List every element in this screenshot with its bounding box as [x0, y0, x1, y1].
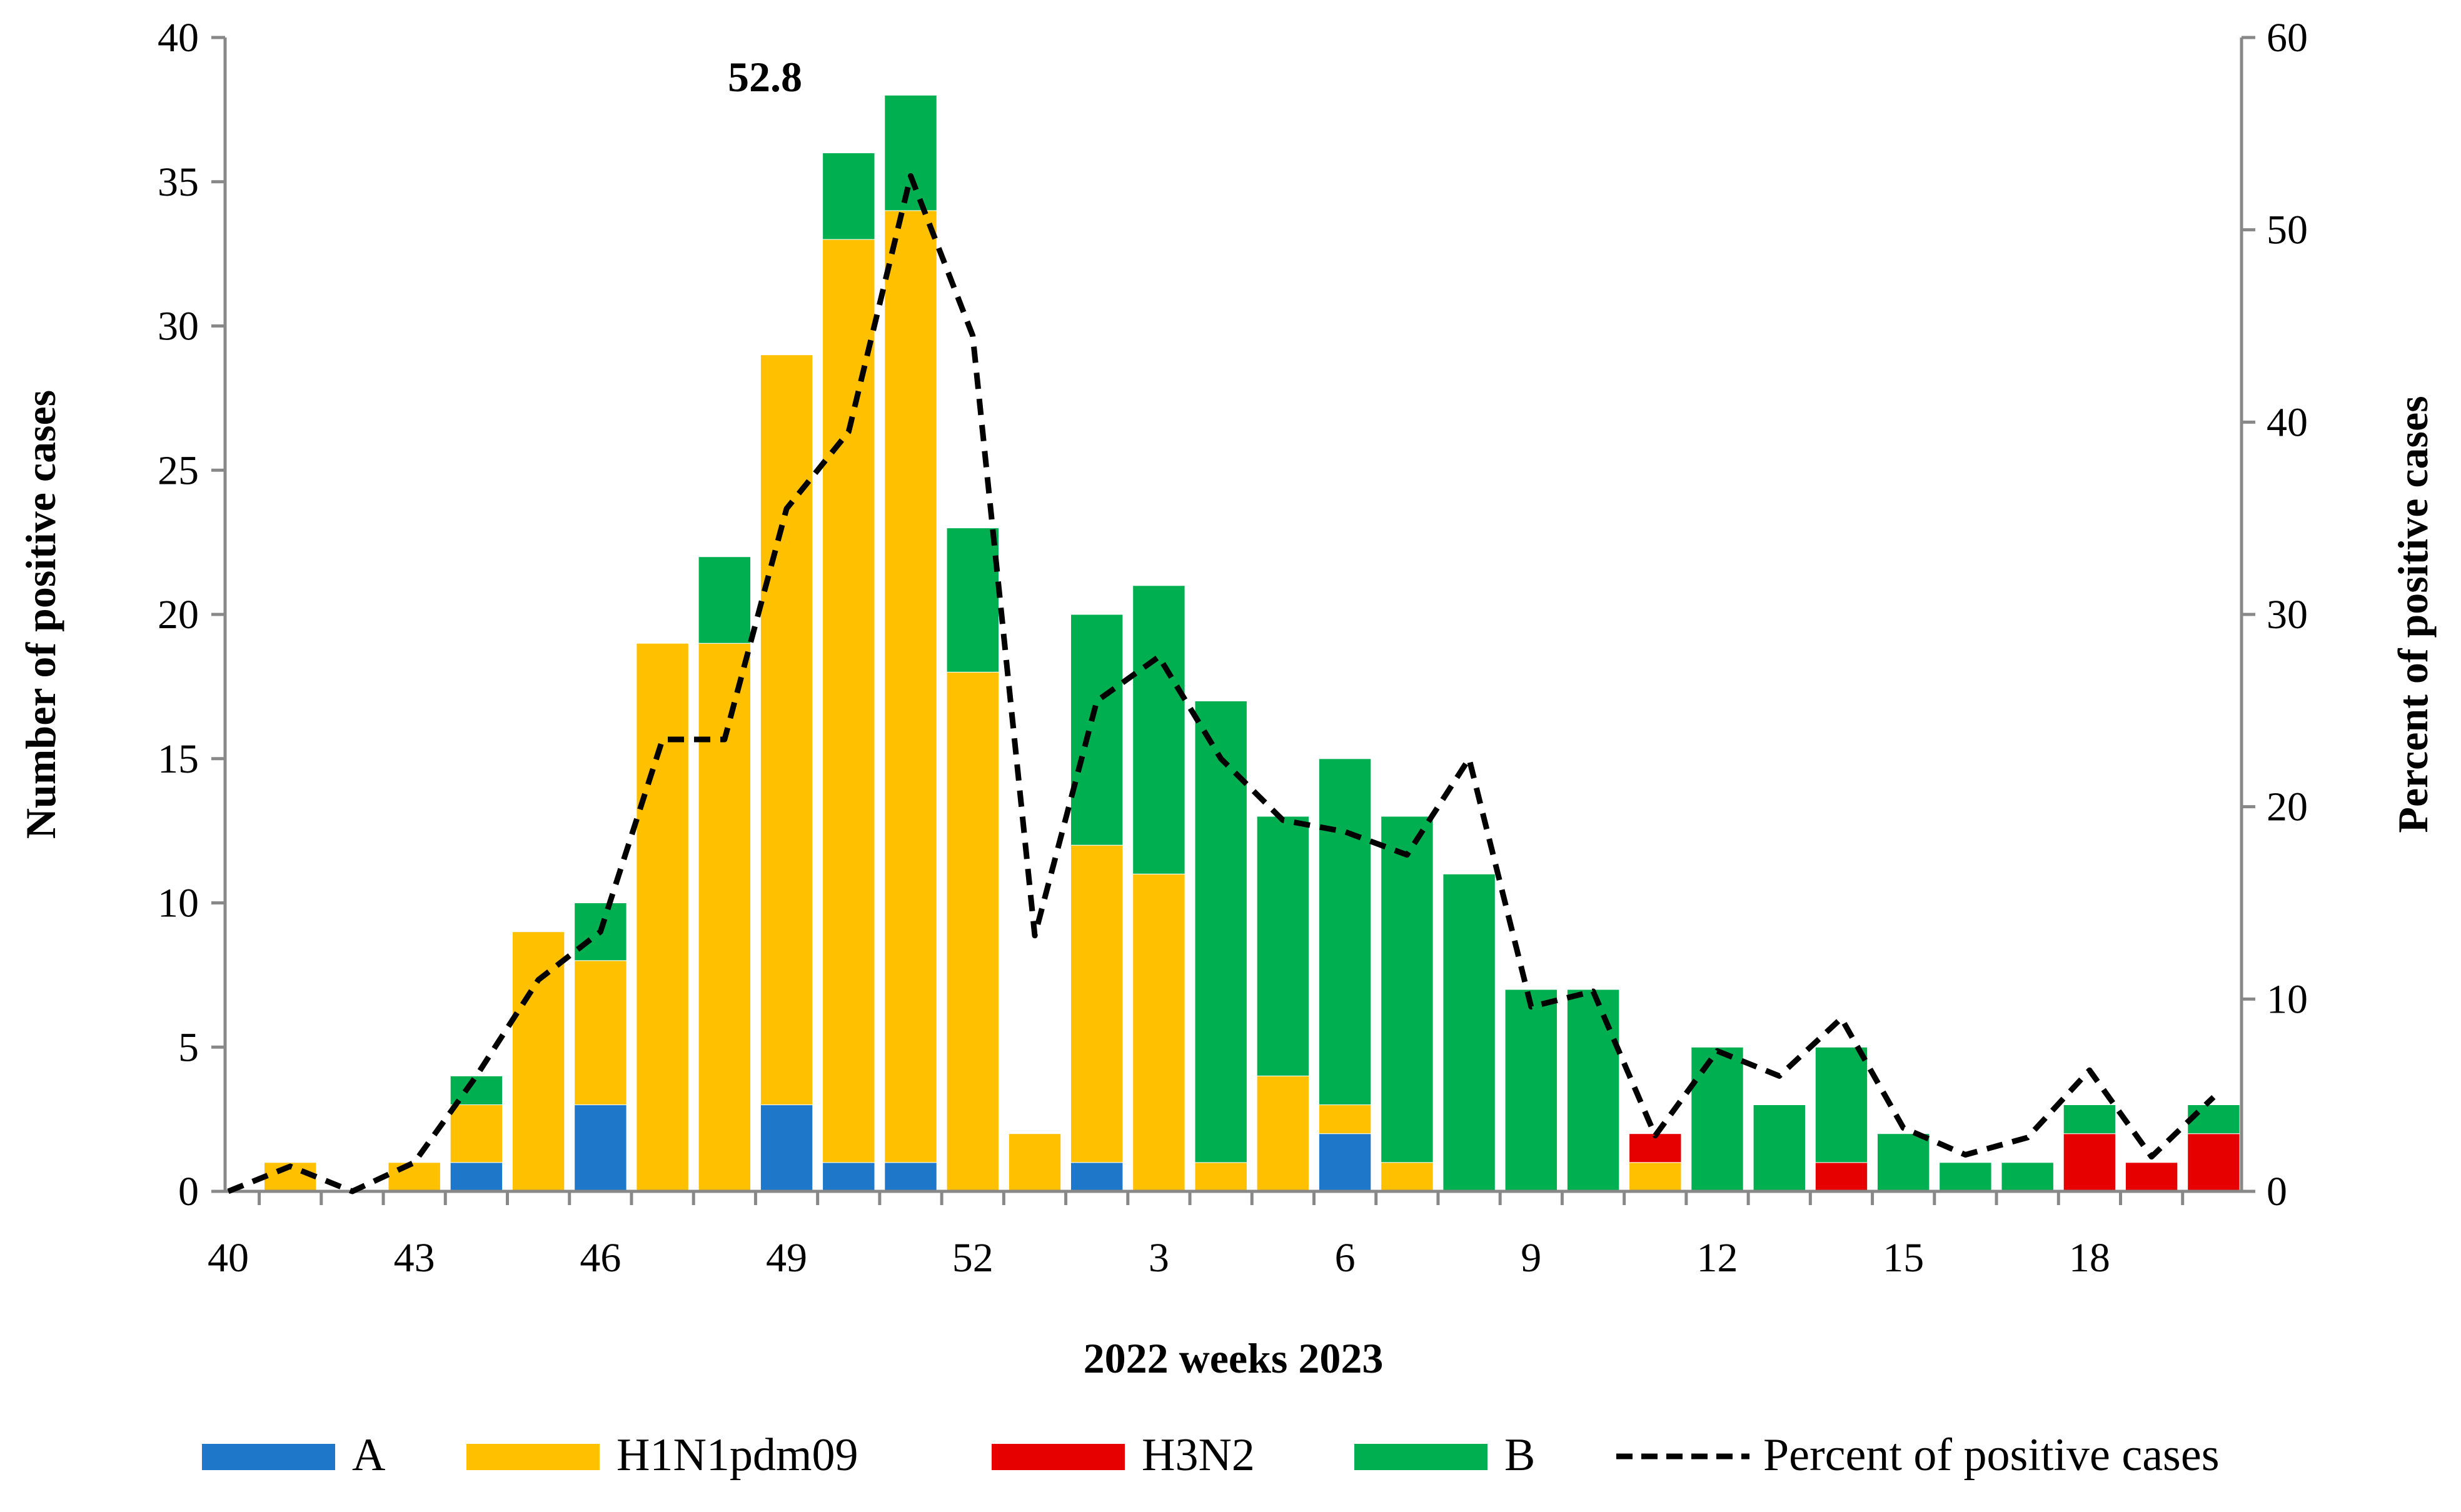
bar-b-week-14 — [1814, 1046, 1868, 1163]
y-tick-label-25: 25 — [158, 448, 199, 493]
bar-h3n2-week-19 — [2125, 1162, 2178, 1192]
bar-h1n1pdm09-week-52 — [946, 671, 999, 1192]
y2-tick-label-60: 60 — [2267, 15, 2308, 61]
y2-tick-label-50: 50 — [2267, 208, 2308, 253]
bar-h1n1pdm09-week-11 — [1629, 1162, 1682, 1192]
bar-b-week-10 — [1566, 989, 1620, 1192]
legend-label-h3n2: H3N2 — [1142, 1429, 1255, 1481]
y2-tick-label-30: 30 — [2267, 592, 2308, 638]
bar-b-week-50 — [822, 153, 875, 240]
legend-swatch-h1n1pdm09 — [466, 1444, 600, 1470]
y2-axis-title: Percent of positive cases — [2389, 396, 2437, 833]
x-tick-label-3: 3 — [1149, 1235, 1169, 1281]
bars-layer — [264, 94, 2240, 1192]
y-axis-title: Number of positive cases — [17, 390, 64, 839]
bar-b-week-5 — [1256, 816, 1310, 1076]
bar-b-week-20 — [2187, 1104, 2240, 1134]
bar-a-week-49 — [760, 1104, 813, 1192]
y-tick-label-35: 35 — [158, 159, 199, 205]
bar-h3n2-week-18 — [2063, 1133, 2116, 1192]
bar-b-week-6 — [1318, 758, 1372, 1106]
y-tick-label-30: 30 — [158, 304, 199, 349]
bar-h3n2-week-20 — [2187, 1133, 2240, 1192]
bar-a-week-46 — [574, 1104, 627, 1192]
bar-b-week-4 — [1194, 701, 1247, 1163]
x-tick-label-52: 52 — [952, 1235, 994, 1281]
bar-b-week-17 — [2001, 1162, 2054, 1192]
y2-tick-label-20: 20 — [2267, 784, 2308, 830]
bar-a-week-2 — [1070, 1162, 1124, 1192]
y-tick-label-0: 0 — [178, 1169, 199, 1214]
peak-annotation: 52.8 — [728, 53, 802, 101]
y2-tick-label-0: 0 — [2267, 1169, 2287, 1214]
y-tick-label-20: 20 — [158, 592, 199, 638]
bar-h1n1pdm09-week-51 — [884, 210, 937, 1163]
x-tick-label-43: 43 — [394, 1235, 435, 1281]
bar-a-week-6 — [1318, 1133, 1372, 1192]
bar-h3n2-week-14 — [1814, 1162, 1868, 1192]
bar-h1n1pdm09-week-5 — [1256, 1075, 1310, 1192]
bar-b-week-16 — [1939, 1162, 1992, 1192]
x-tick-label-18: 18 — [2069, 1235, 2110, 1281]
bar-b-week-7 — [1381, 816, 1434, 1163]
y-tick-label-15: 15 — [158, 736, 199, 782]
bar-a-week-51 — [884, 1162, 937, 1192]
bar-h1n1pdm09-week-43 — [388, 1162, 441, 1192]
x-tick-label-12: 12 — [1697, 1235, 1738, 1281]
bar-b-week-48 — [698, 556, 751, 644]
legend-swatch-b — [1354, 1444, 1487, 1470]
x-tick-label-15: 15 — [1883, 1235, 1924, 1281]
y-tick-label-40: 40 — [158, 15, 199, 61]
bar-b-week-9 — [1504, 989, 1558, 1192]
bar-h1n1pdm09-week-45 — [511, 931, 565, 1192]
bar-b-week-52 — [946, 528, 999, 673]
bar-b-week-13 — [1753, 1104, 1806, 1192]
bar-b-week-12 — [1691, 1046, 1744, 1192]
bar-b-week-51 — [884, 94, 937, 211]
legend: A H1N1pdm09 H3N2 B Percent of positive cases — [202, 1429, 2220, 1481]
bar-b-week-8 — [1442, 873, 1496, 1192]
bar-a-week-50 — [822, 1162, 875, 1192]
y2-tick-label-10: 10 — [2267, 976, 2308, 1022]
x-tick-label-40: 40 — [208, 1235, 249, 1281]
bar-h3n2-week-11 — [1629, 1133, 1682, 1163]
line-layer — [227, 173, 2216, 1194]
bar-h1n1pdm09-week-48 — [698, 643, 751, 1192]
bar-h1n1pdm09-week-44 — [450, 1104, 503, 1163]
legend-label-h1n1pdm09: H1N1pdm09 — [617, 1429, 858, 1481]
bar-h1n1pdm09-week-49 — [760, 354, 813, 1106]
legend-swatch-h3n2 — [992, 1444, 1125, 1470]
y-tick-label-10: 10 — [158, 881, 199, 926]
bar-h1n1pdm09-week-7 — [1381, 1162, 1434, 1192]
x-tick-label-6: 6 — [1335, 1235, 1356, 1281]
percent-positive-line — [227, 173, 2216, 1194]
y-tick-label-5: 5 — [178, 1024, 199, 1070]
bar-h1n1pdm09-week-1 — [1008, 1133, 1062, 1192]
bar-h1n1pdm09-week-4 — [1194, 1162, 1247, 1192]
bar-h1n1pdm09-week-3 — [1132, 873, 1185, 1192]
y2-tick-label-40: 40 — [2267, 399, 2308, 445]
bar-h1n1pdm09-week-50 — [822, 239, 875, 1163]
legend-label-percent: Percent of positive cases — [1763, 1429, 2220, 1481]
bar-b-week-2 — [1070, 614, 1124, 846]
x-tick-label-9: 9 — [1521, 1235, 1541, 1281]
bar-h1n1pdm09-week-2 — [1070, 844, 1124, 1163]
labels-layer: 2022 weeks 2023 Number of positive cases P… — [17, 53, 2437, 1382]
legend-label-b: B — [1504, 1429, 1535, 1481]
x-axis-title: 2022 weeks 2023 — [1084, 1334, 1384, 1382]
legend-label-a: A — [352, 1429, 385, 1481]
bar-b-week-15 — [1877, 1133, 1930, 1192]
bar-h1n1pdm09-week-46 — [574, 960, 627, 1106]
bar-b-week-18 — [2063, 1104, 2116, 1134]
bar-h1n1pdm09-week-47 — [636, 643, 689, 1192]
bar-h1n1pdm09-week-6 — [1318, 1104, 1372, 1134]
bar-b-week-3 — [1132, 585, 1185, 874]
legend-swatch-a — [202, 1444, 335, 1470]
x-tick-label-49: 49 — [766, 1235, 807, 1281]
bar-a-week-44 — [450, 1162, 503, 1192]
x-tick-label-46: 46 — [580, 1235, 621, 1281]
